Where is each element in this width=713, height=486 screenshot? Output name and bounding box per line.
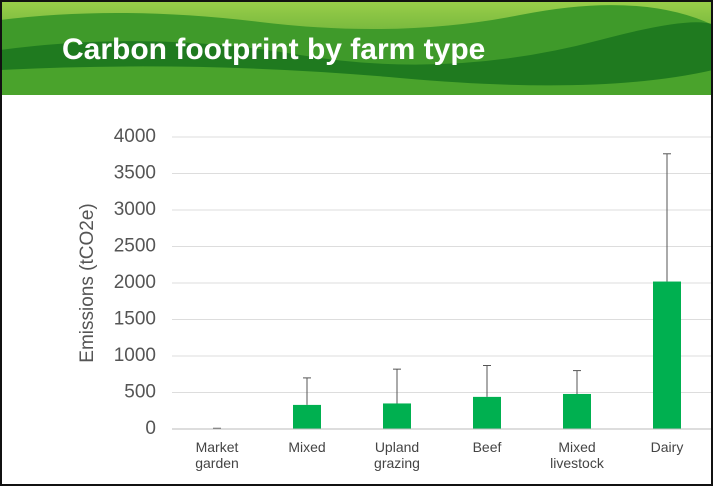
x-tick-label: Mixed livestock	[547, 439, 607, 471]
error-bar	[303, 378, 311, 405]
y-tick-label: 1000	[114, 345, 156, 366]
bar	[383, 403, 411, 429]
x-tick-label: Beef	[457, 439, 517, 455]
y-tick-label: 2500	[114, 236, 156, 257]
slide: Carbon footprint by farm type Emissions …	[0, 0, 713, 486]
y-tick-label: 2000	[114, 272, 156, 293]
bar	[473, 397, 501, 429]
error-bar	[393, 369, 401, 403]
error-bar	[573, 371, 581, 394]
y-axis-label: Emissions (tCO2e)	[77, 203, 98, 362]
y-tick-label: 3000	[114, 199, 156, 220]
error-bar	[663, 154, 671, 282]
x-tick-label: Market garden	[187, 439, 247, 471]
x-tick-label: Upland grazing	[367, 439, 427, 471]
bar	[563, 394, 591, 429]
y-tick-label: 4000	[114, 126, 156, 147]
bar	[653, 282, 681, 429]
y-tick-label: 1500	[114, 309, 156, 330]
x-tick-label: Dairy	[637, 439, 697, 455]
y-tick-label: 0	[145, 418, 156, 439]
plot: 0 500 1000 1500 2000 2500 3000 3500 4000	[114, 126, 713, 439]
slide-title: Carbon footprint by farm type	[62, 33, 485, 66]
x-tick-label: Mixed	[277, 439, 337, 455]
bar	[293, 405, 321, 429]
chart: Carbon footprint by farm type Emissions …	[0, 0, 713, 486]
y-tick-label: 3500	[114, 163, 156, 184]
y-tick-label: 500	[124, 382, 156, 403]
